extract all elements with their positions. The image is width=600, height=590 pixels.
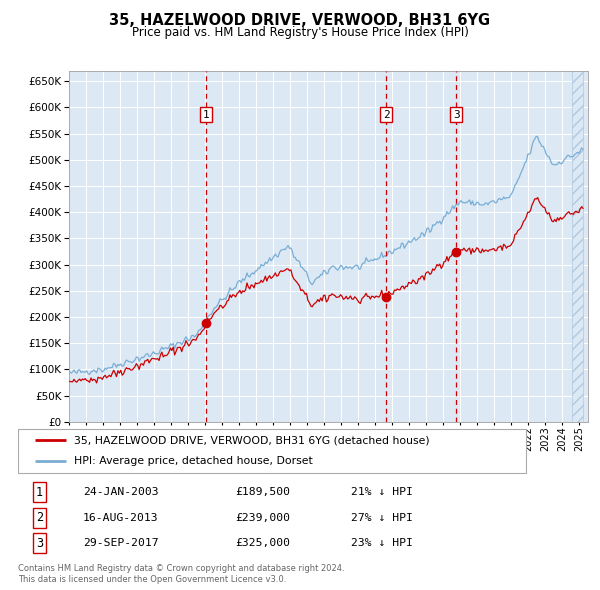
Text: This data is licensed under the Open Government Licence v3.0.: This data is licensed under the Open Gov… xyxy=(18,575,286,584)
FancyBboxPatch shape xyxy=(18,428,526,473)
Text: 3: 3 xyxy=(453,110,460,120)
Text: £189,500: £189,500 xyxy=(235,487,290,497)
Text: 24-JAN-2003: 24-JAN-2003 xyxy=(83,487,158,497)
Text: £239,000: £239,000 xyxy=(235,513,290,523)
Text: 35, HAZELWOOD DRIVE, VERWOOD, BH31 6YG (detached house): 35, HAZELWOOD DRIVE, VERWOOD, BH31 6YG (… xyxy=(74,435,430,445)
Text: 27% ↓ HPI: 27% ↓ HPI xyxy=(351,513,413,523)
Text: HPI: Average price, detached house, Dorset: HPI: Average price, detached house, Dors… xyxy=(74,457,313,467)
Text: 29-SEP-2017: 29-SEP-2017 xyxy=(83,538,158,548)
Text: 21% ↓ HPI: 21% ↓ HPI xyxy=(351,487,413,497)
Text: Contains HM Land Registry data © Crown copyright and database right 2024.: Contains HM Land Registry data © Crown c… xyxy=(18,565,344,573)
Text: 35, HAZELWOOD DRIVE, VERWOOD, BH31 6YG: 35, HAZELWOOD DRIVE, VERWOOD, BH31 6YG xyxy=(109,13,491,28)
Text: Price paid vs. HM Land Registry's House Price Index (HPI): Price paid vs. HM Land Registry's House … xyxy=(131,26,469,39)
Text: 1: 1 xyxy=(36,486,43,499)
Text: 23% ↓ HPI: 23% ↓ HPI xyxy=(351,538,413,548)
Text: 3: 3 xyxy=(36,537,43,550)
Text: 1: 1 xyxy=(203,110,209,120)
Text: 2: 2 xyxy=(36,511,43,525)
Text: £325,000: £325,000 xyxy=(235,538,290,548)
Text: 16-AUG-2013: 16-AUG-2013 xyxy=(83,513,158,523)
Text: 2: 2 xyxy=(383,110,389,120)
